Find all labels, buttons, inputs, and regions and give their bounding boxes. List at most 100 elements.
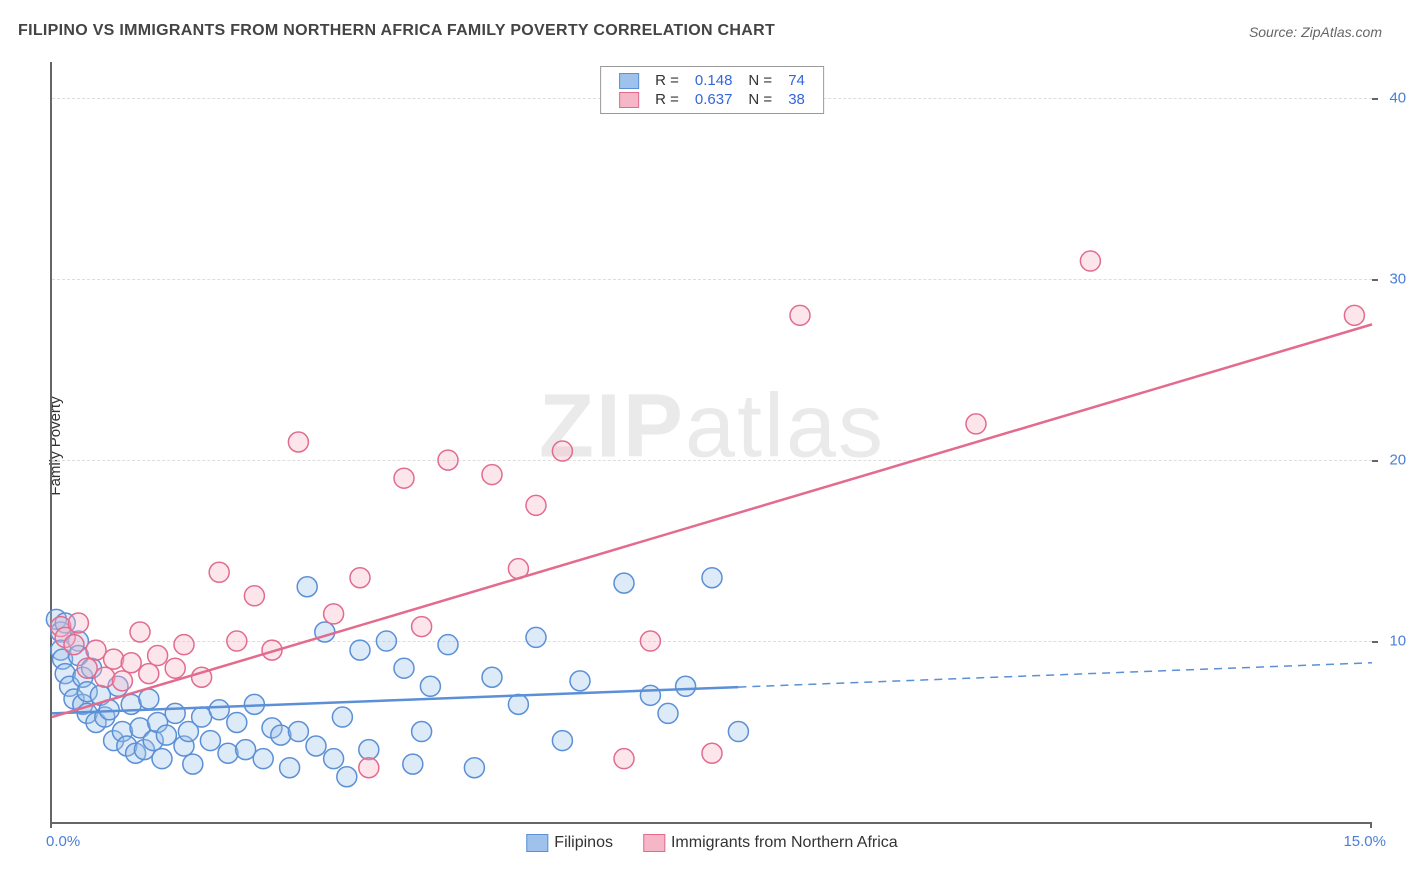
source-attribution: Source: ZipAtlas.com	[1249, 24, 1382, 40]
data-point-filipinos	[376, 631, 396, 651]
y-tick-label: 20.0%	[1389, 452, 1406, 469]
data-point-northern_africa	[130, 622, 150, 642]
data-point-filipinos	[306, 736, 326, 756]
data-point-filipinos	[271, 725, 291, 745]
data-point-filipinos	[156, 725, 176, 745]
x-tick-mark-right	[1370, 822, 1372, 828]
data-point-filipinos	[288, 722, 308, 742]
data-point-northern_africa	[1344, 305, 1364, 325]
data-point-filipinos	[218, 743, 238, 763]
data-point-filipinos	[359, 740, 379, 760]
data-point-filipinos	[236, 740, 256, 760]
data-point-northern_africa	[244, 586, 264, 606]
data-point-northern_africa	[324, 604, 344, 624]
data-point-filipinos	[324, 749, 344, 769]
series-legend-item-africa: Immigrants from Northern Africa	[643, 834, 898, 852]
data-point-filipinos	[350, 640, 370, 660]
data-point-northern_africa	[640, 631, 660, 651]
data-point-filipinos	[728, 722, 748, 742]
data-point-filipinos	[297, 577, 317, 597]
data-point-filipinos	[227, 712, 247, 732]
legend-n-prefix: N =	[740, 71, 780, 90]
data-point-northern_africa	[482, 465, 502, 485]
data-point-northern_africa	[112, 671, 132, 691]
data-point-northern_africa	[1080, 251, 1100, 271]
series-legend: Filipinos Immigrants from Northern Afric…	[526, 834, 897, 852]
x-tick-left: 0.0%	[46, 833, 80, 850]
data-point-northern_africa	[552, 441, 572, 461]
legend-row-africa: R = 0.637 N = 38	[611, 90, 813, 109]
data-point-northern_africa	[139, 664, 159, 684]
data-point-northern_africa	[966, 414, 986, 434]
data-point-northern_africa	[394, 468, 414, 488]
data-point-filipinos	[280, 758, 300, 778]
data-point-filipinos	[403, 754, 423, 774]
x-tick-right: 15.0%	[1343, 833, 1386, 850]
legend-n-value-africa: 38	[780, 90, 813, 109]
data-point-filipinos	[438, 635, 458, 655]
legend-n-prefix: N =	[740, 90, 780, 109]
source-label: Source:	[1249, 24, 1301, 40]
legend-n-value-filipinos: 74	[780, 71, 813, 90]
data-point-northern_africa	[288, 432, 308, 452]
data-point-northern_africa	[174, 635, 194, 655]
source-name: ZipAtlas.com	[1301, 24, 1382, 40]
data-point-northern_africa	[614, 749, 634, 769]
y-tick-label: 40.0%	[1389, 90, 1406, 107]
data-point-filipinos	[614, 573, 634, 593]
data-point-northern_africa	[68, 613, 88, 633]
legend-r-prefix: R =	[647, 90, 687, 109]
x-tick-mark-left	[50, 822, 52, 828]
data-point-northern_africa	[702, 743, 722, 763]
legend-r-value-africa: 0.637	[687, 90, 741, 109]
data-point-filipinos	[412, 722, 432, 742]
correlation-legend: R = 0.148 N = 74 R = 0.637 N = 38	[600, 66, 824, 114]
data-point-filipinos	[552, 731, 572, 751]
legend-swatch-filipinos	[619, 73, 639, 89]
data-point-filipinos	[508, 694, 528, 714]
series-label-filipinos: Filipinos	[554, 834, 613, 851]
data-point-northern_africa	[227, 631, 247, 651]
data-point-filipinos	[200, 731, 220, 751]
data-point-filipinos	[702, 568, 722, 588]
data-point-northern_africa	[209, 562, 229, 582]
data-point-filipinos	[394, 658, 414, 678]
y-tick-mark	[1372, 641, 1378, 643]
data-point-northern_africa	[121, 653, 141, 673]
series-label-africa: Immigrants from Northern Africa	[671, 834, 898, 851]
data-point-filipinos	[640, 685, 660, 705]
plot-area: ZIPatlas 10.0%20.0%30.0%40.0% R = 0.148 …	[50, 62, 1372, 824]
trend-line-dashed-filipinos	[738, 663, 1372, 687]
data-point-northern_africa	[64, 635, 84, 655]
data-point-filipinos	[676, 676, 696, 696]
y-tick-mark	[1372, 279, 1378, 281]
data-point-filipinos	[139, 689, 159, 709]
data-point-northern_africa	[148, 646, 168, 666]
data-point-northern_africa	[412, 617, 432, 637]
y-tick-label: 10.0%	[1389, 633, 1406, 650]
data-point-filipinos	[183, 754, 203, 774]
data-point-northern_africa	[95, 667, 115, 687]
data-point-filipinos	[658, 703, 678, 723]
legend-r-prefix: R =	[647, 71, 687, 90]
data-point-northern_africa	[86, 640, 106, 660]
data-point-northern_africa	[104, 649, 124, 669]
trend-line-northern_africa	[52, 324, 1372, 717]
data-point-northern_africa	[526, 495, 546, 515]
data-point-filipinos	[253, 749, 273, 769]
data-point-filipinos	[165, 703, 185, 723]
chart-title: FILIPINO VS IMMIGRANTS FROM NORTHERN AFR…	[18, 22, 775, 40]
data-point-northern_africa	[438, 450, 458, 470]
data-point-filipinos	[337, 767, 357, 787]
data-point-filipinos	[482, 667, 502, 687]
data-point-northern_africa	[350, 568, 370, 588]
data-point-filipinos	[570, 671, 590, 691]
data-point-northern_africa	[165, 658, 185, 678]
series-swatch-filipinos	[526, 834, 548, 852]
data-point-filipinos	[332, 707, 352, 727]
data-point-filipinos	[152, 749, 172, 769]
y-tick-label: 30.0%	[1389, 271, 1406, 288]
data-point-filipinos	[464, 758, 484, 778]
y-tick-mark	[1372, 460, 1378, 462]
series-legend-item-filipinos: Filipinos	[526, 834, 613, 852]
